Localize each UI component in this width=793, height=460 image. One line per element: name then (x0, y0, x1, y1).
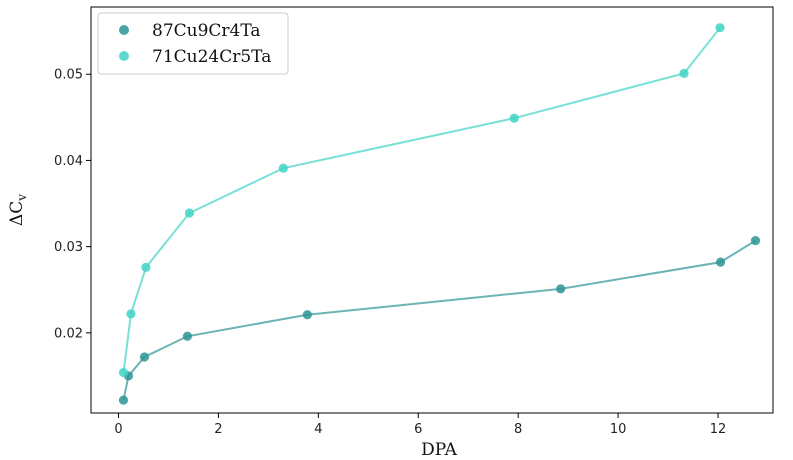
data-point-87Cu9Cr4Ta (118, 395, 129, 405)
legend: 87Cu9Cr4Ta 71Cu24Cr5Ta (97, 12, 289, 75)
legend-entry-71Cu24Cr5Ta: 71Cu24Cr5Ta (152, 47, 271, 67)
data-point-71Cu24Cr5Ta (118, 367, 129, 378)
y-axis-label-main: ΔC (7, 201, 27, 226)
data-point-87Cu9Cr4Ta (715, 257, 726, 267)
y-tick-label: 0.04 (54, 154, 83, 169)
x-tick-label: 0 (114, 422, 122, 437)
data-point-87Cu9Cr4Ta (556, 284, 566, 294)
x-tick-label: 8 (514, 422, 522, 437)
series-line-71Cu24Cr5Ta (122, 27, 721, 373)
legend-box (97, 12, 289, 75)
data-point-71Cu24Cr5Ta (509, 113, 519, 123)
plot-area (91, 7, 773, 413)
data-point-87Cu9Cr4Ta (139, 352, 150, 362)
data-point-71Cu24Cr5Ta (278, 163, 288, 173)
data-point-87Cu9Cr4Ta (182, 331, 193, 341)
y-axis-label: ΔCv (7, 194, 29, 226)
x-axis: 0 2 4 6 8 10 12 (114, 413, 726, 437)
data-point-71Cu24Cr5Ta (184, 208, 195, 218)
data-point-71Cu24Cr5Ta (715, 23, 725, 33)
data-point-71Cu24Cr5Ta (141, 262, 151, 272)
y-tick-label: 0.03 (54, 240, 83, 255)
data-point-87Cu9Cr4Ta (750, 236, 761, 246)
x-tick-label: 10 (610, 422, 627, 437)
plot-frame (90, 6, 774, 414)
data-point-71Cu24Cr5Ta (679, 68, 689, 78)
data-point-71Cu24Cr5Ta (126, 309, 136, 319)
legend-entry-87Cu9Cr4Ta: 87Cu9Cr4Ta (152, 21, 261, 41)
y-axis-label-subscript: v (15, 194, 29, 202)
legend-marker-71Cu24Cr5Ta (119, 51, 129, 61)
y-tick-label: 0.05 (54, 68, 83, 83)
legend-marker-87Cu9Cr4Ta (119, 25, 129, 35)
data-point-87Cu9Cr4Ta (302, 310, 312, 320)
x-tick-label: 6 (414, 422, 422, 437)
x-tick-label: 4 (314, 422, 322, 437)
x-tick-label: 2 (214, 422, 222, 437)
x-tick-label: 12 (710, 422, 727, 437)
x-axis-label: DPA (421, 440, 458, 460)
series-layer (118, 23, 761, 405)
y-tick-label: 0.02 (54, 326, 83, 341)
y-axis: 0.02 0.03 0.04 0.05 (54, 68, 91, 341)
